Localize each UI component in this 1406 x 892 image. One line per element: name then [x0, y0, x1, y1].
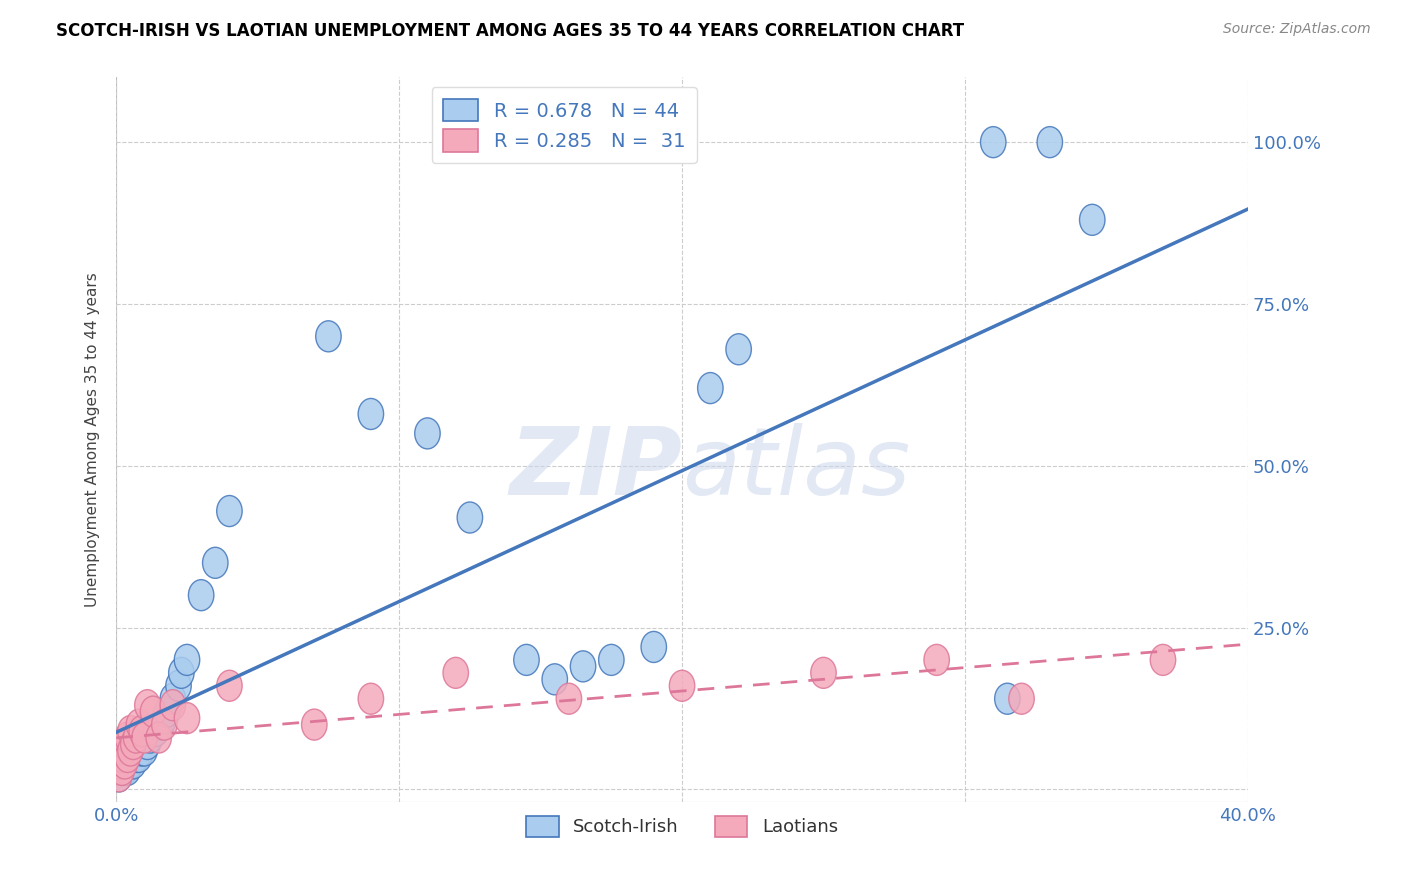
- Ellipse shape: [669, 670, 695, 701]
- Ellipse shape: [316, 321, 342, 351]
- Ellipse shape: [115, 741, 141, 772]
- Ellipse shape: [110, 755, 135, 786]
- Ellipse shape: [112, 747, 138, 779]
- Ellipse shape: [110, 741, 135, 772]
- Ellipse shape: [124, 741, 149, 772]
- Ellipse shape: [115, 722, 141, 753]
- Ellipse shape: [725, 334, 751, 365]
- Ellipse shape: [110, 755, 135, 786]
- Text: SCOTCH-IRISH VS LAOTIAN UNEMPLOYMENT AMONG AGES 35 TO 44 YEARS CORRELATION CHART: SCOTCH-IRISH VS LAOTIAN UNEMPLOYMENT AMO…: [56, 22, 965, 40]
- Ellipse shape: [107, 761, 132, 792]
- Ellipse shape: [121, 747, 146, 779]
- Ellipse shape: [571, 651, 596, 681]
- Ellipse shape: [1038, 127, 1063, 158]
- Ellipse shape: [217, 670, 242, 701]
- Ellipse shape: [112, 755, 138, 786]
- Ellipse shape: [127, 741, 152, 772]
- Ellipse shape: [129, 715, 155, 747]
- Ellipse shape: [152, 709, 177, 740]
- Ellipse shape: [107, 747, 132, 779]
- Ellipse shape: [980, 127, 1005, 158]
- Text: atlas: atlas: [682, 424, 910, 515]
- Ellipse shape: [994, 683, 1021, 714]
- Ellipse shape: [118, 735, 143, 766]
- Ellipse shape: [112, 747, 138, 779]
- Text: ZIP: ZIP: [509, 423, 682, 515]
- Ellipse shape: [118, 735, 143, 766]
- Ellipse shape: [110, 747, 135, 779]
- Ellipse shape: [143, 715, 169, 747]
- Y-axis label: Unemployment Among Ages 35 to 44 years: Unemployment Among Ages 35 to 44 years: [86, 272, 100, 607]
- Ellipse shape: [112, 741, 138, 772]
- Ellipse shape: [127, 709, 152, 740]
- Ellipse shape: [1008, 683, 1035, 714]
- Ellipse shape: [641, 632, 666, 663]
- Ellipse shape: [138, 722, 163, 753]
- Ellipse shape: [152, 703, 177, 733]
- Ellipse shape: [513, 644, 538, 675]
- Ellipse shape: [149, 709, 174, 740]
- Ellipse shape: [924, 644, 949, 675]
- Ellipse shape: [169, 657, 194, 689]
- Ellipse shape: [135, 729, 160, 760]
- Ellipse shape: [1150, 644, 1175, 675]
- Ellipse shape: [543, 664, 568, 695]
- Ellipse shape: [697, 373, 723, 403]
- Ellipse shape: [160, 683, 186, 714]
- Ellipse shape: [124, 722, 149, 753]
- Ellipse shape: [160, 690, 186, 721]
- Ellipse shape: [118, 747, 143, 779]
- Ellipse shape: [174, 703, 200, 733]
- Ellipse shape: [166, 670, 191, 701]
- Ellipse shape: [135, 690, 160, 721]
- Ellipse shape: [141, 696, 166, 727]
- Ellipse shape: [359, 683, 384, 714]
- Ellipse shape: [124, 735, 149, 766]
- Ellipse shape: [112, 729, 138, 760]
- Ellipse shape: [202, 548, 228, 578]
- Ellipse shape: [115, 755, 141, 786]
- Ellipse shape: [121, 729, 146, 760]
- Ellipse shape: [155, 696, 180, 727]
- Ellipse shape: [443, 657, 468, 689]
- Ellipse shape: [301, 709, 328, 740]
- Ellipse shape: [217, 496, 242, 526]
- Ellipse shape: [118, 715, 143, 747]
- Ellipse shape: [811, 657, 837, 689]
- Ellipse shape: [132, 735, 157, 766]
- Ellipse shape: [1080, 204, 1105, 235]
- Ellipse shape: [107, 761, 132, 792]
- Ellipse shape: [146, 722, 172, 753]
- Ellipse shape: [174, 644, 200, 675]
- Ellipse shape: [359, 399, 384, 430]
- Ellipse shape: [129, 735, 155, 766]
- Ellipse shape: [415, 417, 440, 449]
- Ellipse shape: [188, 580, 214, 611]
- Ellipse shape: [115, 741, 141, 772]
- Text: Source: ZipAtlas.com: Source: ZipAtlas.com: [1223, 22, 1371, 37]
- Ellipse shape: [457, 502, 482, 533]
- Ellipse shape: [599, 644, 624, 675]
- Ellipse shape: [132, 722, 157, 753]
- Legend: Scotch-Irish, Laotians: Scotch-Irish, Laotians: [519, 809, 845, 844]
- Ellipse shape: [557, 683, 582, 714]
